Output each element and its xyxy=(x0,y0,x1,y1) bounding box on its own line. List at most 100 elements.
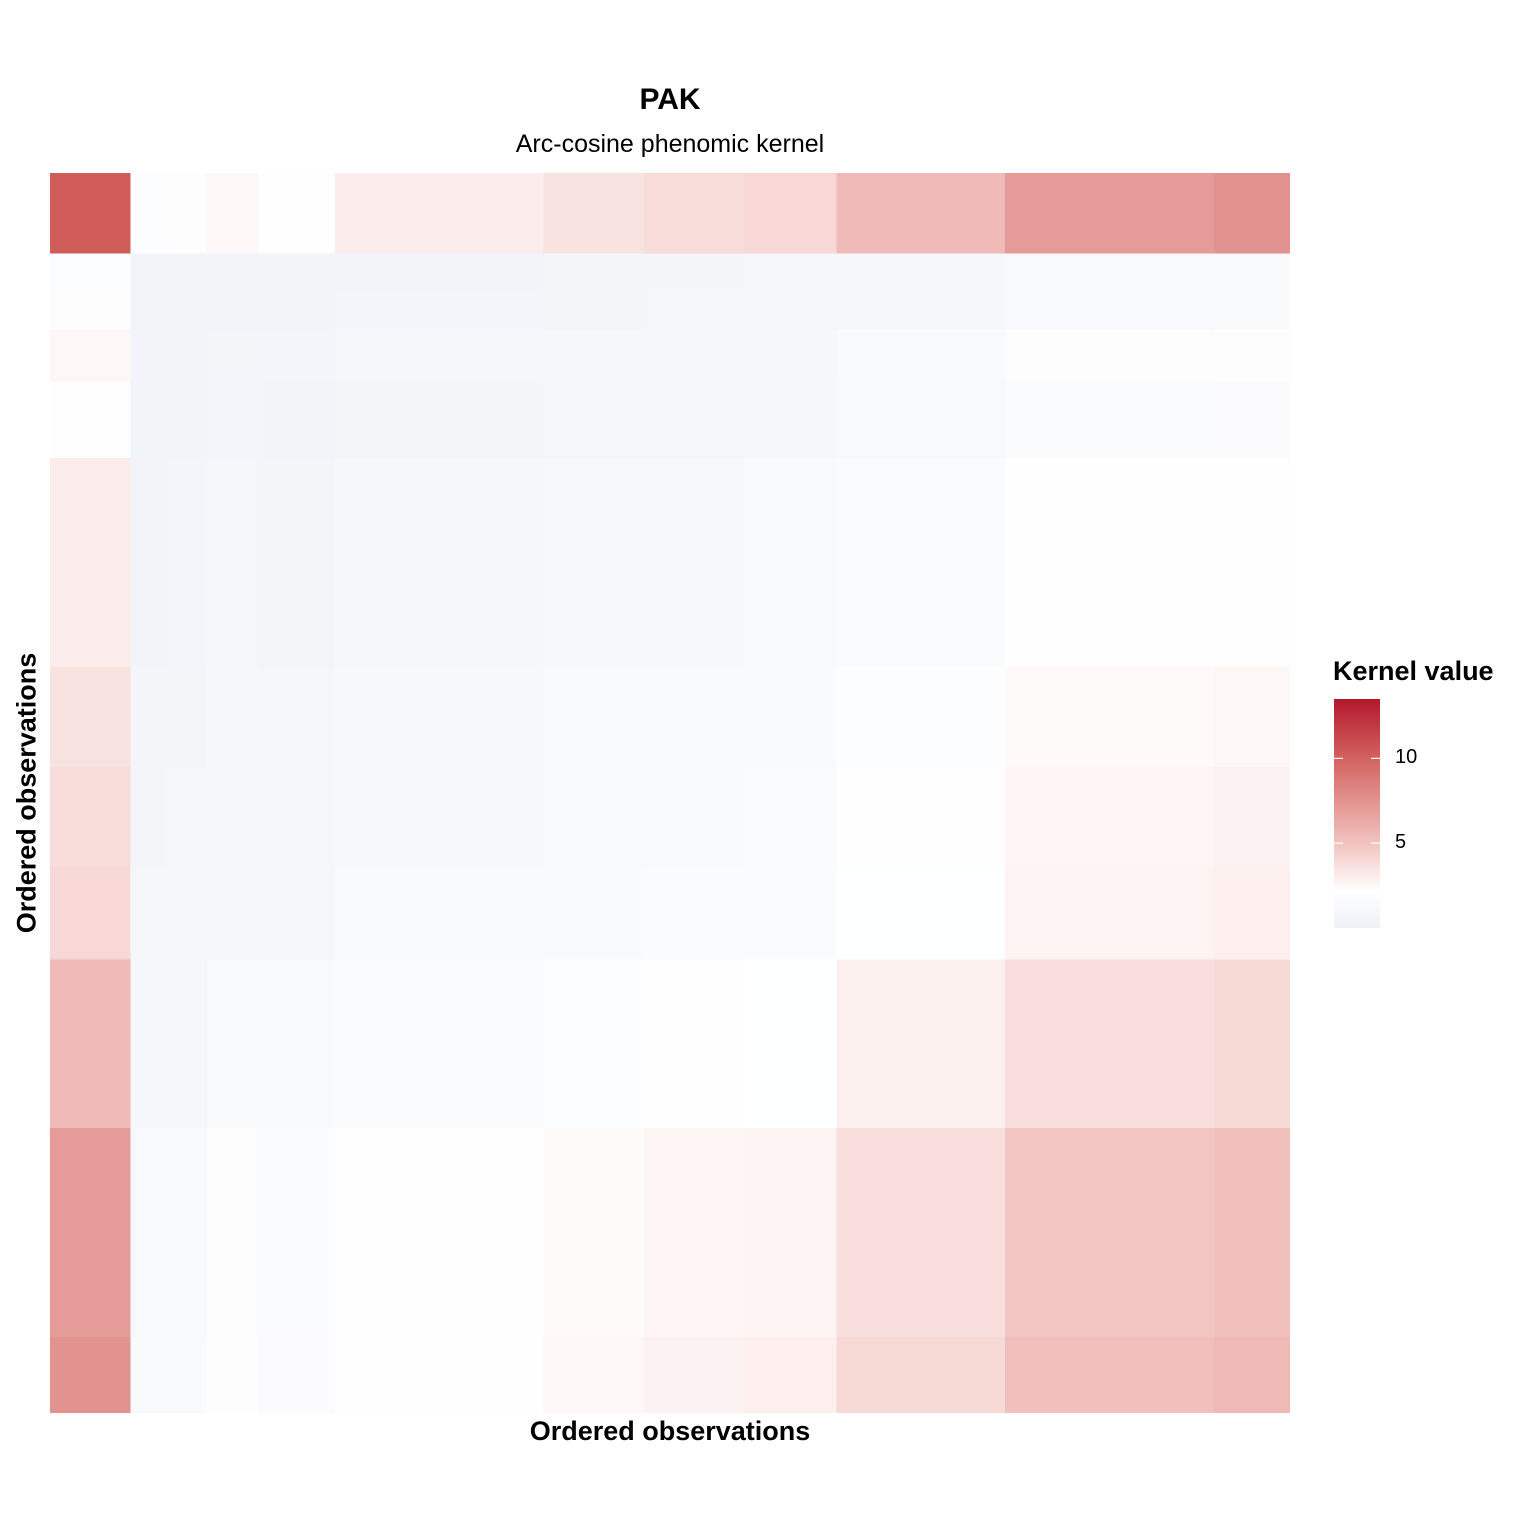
heatmap-cell xyxy=(166,457,208,668)
heatmap-cell xyxy=(130,959,167,1129)
heatmap-cell xyxy=(258,253,336,290)
heatmap-cell xyxy=(334,1128,545,1338)
heatmap-cell xyxy=(258,867,336,961)
heatmap-cell xyxy=(1213,1128,1290,1338)
heatmap-cell xyxy=(543,289,645,331)
heatmap-cell xyxy=(744,959,838,1129)
heatmap-cell xyxy=(206,867,260,961)
heatmap-cell xyxy=(836,289,1006,331)
heatmap-cell xyxy=(744,253,838,290)
heatmap xyxy=(50,173,1290,1413)
heatmap-cell xyxy=(643,1128,745,1338)
heatmap-cell xyxy=(1005,766,1215,868)
heatmap-cell xyxy=(334,1336,545,1413)
heatmap-cell xyxy=(543,766,645,868)
heatmap-cell xyxy=(744,173,838,254)
heatmap-cell xyxy=(50,329,131,383)
heatmap-cell xyxy=(1213,959,1290,1129)
heatmap-cell xyxy=(166,289,208,331)
heatmap-cell xyxy=(258,1336,336,1413)
heatmap-cell xyxy=(1005,289,1215,331)
heatmap-cell xyxy=(166,253,208,290)
heatmap-cell xyxy=(334,253,545,290)
legend-gradient xyxy=(1334,699,1380,928)
heatmap-cell xyxy=(643,959,745,1129)
heatmap-cell xyxy=(643,253,745,290)
heatmap-cell xyxy=(1005,1336,1215,1413)
heatmap-cell xyxy=(643,1336,745,1413)
legend-tick-label: 5 xyxy=(1395,831,1407,854)
y-axis-label: Ordered observations xyxy=(11,652,42,934)
heatmap-cell xyxy=(1213,381,1290,459)
heatmap-cell xyxy=(643,766,745,868)
heatmap-cell xyxy=(836,381,1006,459)
heatmap-cell xyxy=(543,959,645,1129)
heatmap-cell xyxy=(334,289,545,331)
heatmap-cell xyxy=(334,173,545,254)
heatmap-cell xyxy=(334,766,545,868)
heatmap-cell xyxy=(50,173,131,254)
heatmap-cell xyxy=(130,666,167,768)
heatmap-cell xyxy=(1213,289,1290,331)
heatmap-cell xyxy=(206,381,260,459)
heatmap-cell xyxy=(744,766,838,868)
heatmap-cell xyxy=(166,1336,208,1413)
heatmap-cell xyxy=(130,457,167,668)
heatmap-cell xyxy=(130,766,167,868)
heatmap-cell xyxy=(206,766,260,868)
heatmap-cell xyxy=(130,329,167,383)
heatmap-cell xyxy=(744,666,838,768)
heatmap-cell xyxy=(206,289,260,331)
heatmap-cell xyxy=(836,1336,1006,1413)
heatmap-cell xyxy=(1213,1336,1290,1413)
heatmap-cell xyxy=(836,173,1006,254)
heatmap-cell xyxy=(836,253,1006,290)
heatmap-cell xyxy=(206,1128,260,1338)
heatmap-cell xyxy=(643,329,745,383)
heatmap-cell xyxy=(1213,253,1290,290)
heatmap-cell xyxy=(836,329,1006,383)
heatmap-cell xyxy=(206,1336,260,1413)
heatmap-cell xyxy=(543,666,645,768)
heatmap-cell xyxy=(1005,329,1215,383)
legend-title: Kernel value xyxy=(1333,656,1494,686)
heatmap-cell xyxy=(130,381,167,459)
heatmap-cell xyxy=(258,666,336,768)
heatmap-cell xyxy=(206,173,260,254)
heatmap-cell xyxy=(258,173,336,254)
heatmap-cell xyxy=(1213,329,1290,383)
heatmap-cell xyxy=(543,867,645,961)
heatmap-cell xyxy=(543,457,645,668)
heatmap-cell xyxy=(836,1128,1006,1338)
x-axis-label: Ordered observations xyxy=(529,1416,811,1446)
heatmap-cell xyxy=(836,766,1006,868)
heatmap-cell xyxy=(1213,666,1290,768)
heatmap-cell xyxy=(166,766,208,868)
heatmap-cell xyxy=(1213,173,1290,254)
chart-subtitle: Arc-cosine phenomic kernel xyxy=(515,130,825,158)
heatmap-cell xyxy=(50,766,131,868)
heatmap-cell xyxy=(643,666,745,768)
heatmap-cell xyxy=(744,381,838,459)
heatmap-cell xyxy=(744,289,838,331)
heatmap-cell xyxy=(836,666,1006,768)
heatmap-cell xyxy=(258,289,336,331)
heatmap-cell xyxy=(50,666,131,768)
heatmap-cell xyxy=(836,867,1006,961)
heatmap-cell xyxy=(258,381,336,459)
heatmap-cell xyxy=(166,959,208,1129)
heatmap-cell xyxy=(543,173,645,254)
heatmap-cell xyxy=(206,329,260,383)
heatmap-cell xyxy=(643,381,745,459)
heatmap-cell xyxy=(334,959,545,1129)
heatmap-cell xyxy=(744,457,838,668)
heatmap-cell xyxy=(1005,253,1215,290)
legend-tick-label: 10 xyxy=(1395,746,1418,769)
heatmap-cell xyxy=(1213,867,1290,961)
heatmap-cell xyxy=(50,867,131,961)
heatmap-cell xyxy=(130,253,167,290)
heatmap-cell xyxy=(258,766,336,868)
heatmap-cell xyxy=(206,666,260,768)
heatmap-cell xyxy=(258,329,336,383)
heatmap-cell xyxy=(744,329,838,383)
